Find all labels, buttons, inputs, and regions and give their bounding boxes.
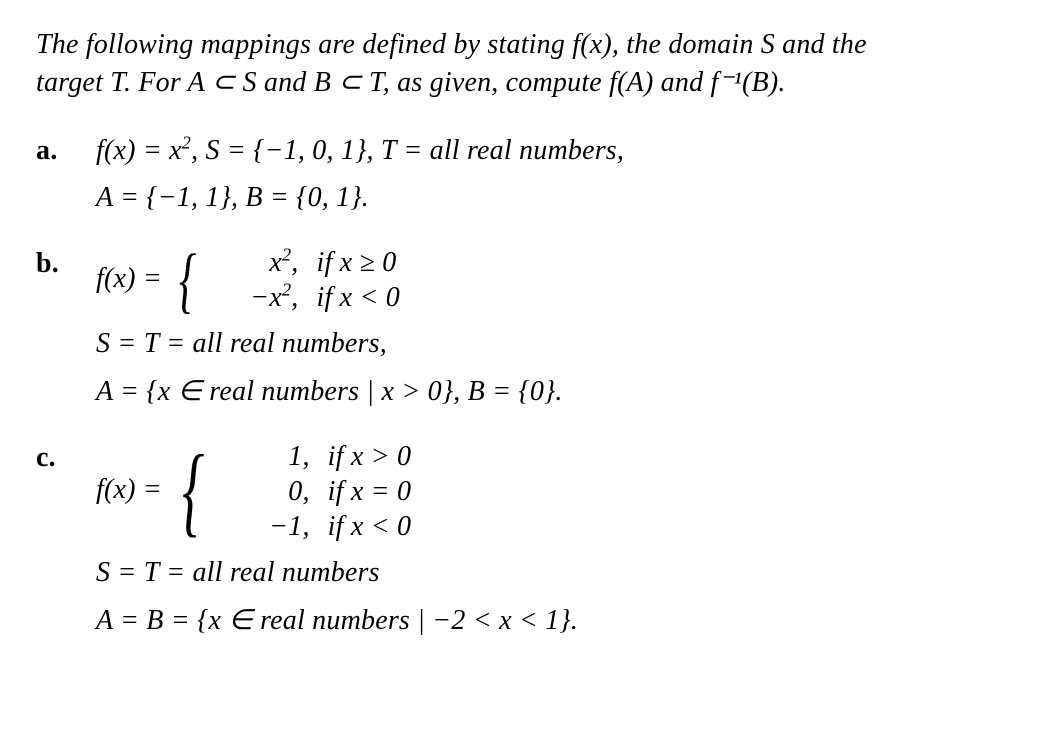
ex-b-fx-eq: f(x) = — [96, 263, 169, 294]
ex-b-c1-post: , — [291, 247, 298, 278]
ex-b-c1-pre: x — [269, 247, 282, 278]
intro-paragraph: The following mappings are defined by st… — [36, 26, 1018, 102]
exercise-a-line2: A = {−1, 1}, B = {0, 1}. — [96, 179, 1018, 217]
ex-a-exp: 2 — [182, 132, 191, 152]
exercise-c-line2: S = T = all real numbers — [96, 554, 1018, 592]
ex-b-c1-exp: 2 — [282, 245, 291, 265]
exercise-b-line3: A = {x ∈ real numbers | x > 0}, B = {0}. — [96, 373, 1018, 411]
ex-c-c3-val: −1, — [220, 509, 328, 544]
exercise-c: c. f(x) = { 1, if x > 0 0, — [36, 439, 1018, 650]
ex-c-c2-val: 0, — [220, 474, 328, 509]
ex-b-c2-pre: −x — [250, 282, 282, 313]
exercise-label-a: a. — [36, 132, 96, 170]
ex-a-fx-prefix: f(x) = x — [96, 135, 182, 166]
exercise-c-line3: A = B = {x ∈ real numbers | −2 < x < 1}. — [96, 602, 1018, 640]
exercise-label-b: b. — [36, 245, 96, 283]
ex-c-c1-cond: if x > 0 — [328, 439, 411, 474]
ex-a-rest: , S = {−1, 0, 1}, T = all real numbers, — [191, 135, 624, 166]
intro-line-1: The following mappings are defined by st… — [36, 29, 867, 60]
exercise-c-piecewise: f(x) = { 1, if x > 0 0, if x = 0 — [96, 439, 1018, 544]
page: The following mappings are defined by st… — [0, 0, 1054, 689]
ex-b-c2-cond: if x < 0 — [316, 280, 399, 315]
ex-c-c3-cond: if x < 0 — [328, 509, 411, 544]
exercise-a-line1: f(x) = x2, S = {−1, 0, 1}, T = all real … — [96, 132, 1018, 170]
ex-b-c1-cond: if x ≥ 0 — [316, 245, 396, 280]
exercise-b-piecewise: f(x) = { x2, if x ≥ 0 −x2, if x < 0 — [96, 245, 1018, 315]
ex-c-fx-eq: f(x) = — [96, 474, 169, 505]
exercise-b-line2: S = T = all real numbers, — [96, 325, 1018, 363]
exercise-b: b. f(x) = { x2, if x ≥ 0 −x2, — [36, 245, 1018, 421]
ex-c-c1-val: 1, — [220, 439, 328, 474]
ex-b-c2-exp: 2 — [282, 280, 291, 300]
brace-icon: { — [179, 251, 197, 309]
exercise-a: a. f(x) = x2, S = {−1, 0, 1}, T = all re… — [36, 132, 1018, 228]
intro-line-2: target T. For A ⊂ S and B ⊂ T, as given,… — [36, 67, 786, 98]
ex-c-c2-cond: if x = 0 — [328, 474, 411, 509]
exercise-label-c: c. — [36, 439, 96, 477]
ex-b-c2-post: , — [291, 282, 298, 313]
brace-icon: { — [182, 448, 204, 534]
